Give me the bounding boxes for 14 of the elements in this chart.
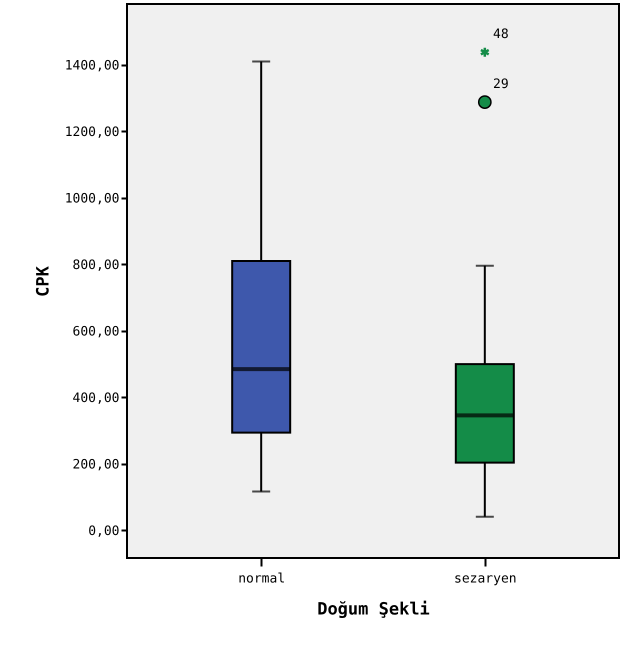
y-tick-label: 800,00 [72,258,120,273]
y-tick-label: 0,00 [88,524,120,539]
annotation: 29 [492,77,509,92]
y-tick-label: 400,00 [72,390,120,406]
x-tick-label: sezaryen [454,572,517,586]
x-tick-label: normal [238,572,286,586]
y-axis-title: CPK [34,265,54,297]
x-axis-title: Doğum Şekli [317,600,430,620]
y-tick-label: 200,00 [72,457,120,472]
y-tick-label: 1400,00 [64,58,120,74]
y-tick-label: 1200,00 [64,124,120,140]
annotation: 48 [492,27,509,42]
y-tick-label: 600,00 [72,324,120,340]
y-tick-label: 1000,00 [64,191,120,206]
